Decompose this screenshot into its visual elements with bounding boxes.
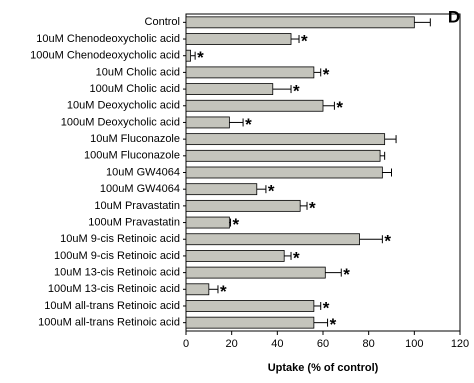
x-tick-label: 60	[317, 338, 329, 350]
bar	[185, 316, 315, 329]
y-tick-label: 100uM 13-cis Retinoic acid	[48, 283, 180, 295]
bar	[185, 233, 360, 246]
significance-mark: *	[323, 298, 330, 317]
significance-mark: *	[220, 282, 227, 301]
bar	[185, 199, 301, 212]
y-tick-label: 100uM Fluconazole	[84, 150, 180, 162]
bar	[185, 49, 191, 62]
y-tick-label: 10uM Pravastatin	[94, 200, 180, 212]
y-tick-label: 100uM Chenodeoxycholic acid	[30, 50, 180, 62]
bar	[185, 16, 415, 29]
bar	[185, 216, 230, 229]
bar	[185, 149, 381, 162]
bar	[185, 283, 210, 296]
y-tick-label: Control	[145, 16, 180, 28]
x-tick-label: 0	[183, 338, 189, 350]
bar	[185, 83, 274, 95]
y-tick-label: 10uM GW4064	[106, 166, 180, 178]
x-tick-label: 20	[226, 338, 238, 350]
y-tick-label: 100uM GW4064	[100, 183, 180, 195]
y-tick-label: 100uM Cholic acid	[90, 83, 181, 95]
bar	[185, 250, 285, 262]
significance-mark: *	[293, 82, 300, 101]
significance-mark: *	[268, 182, 275, 201]
significance-mark: *	[293, 248, 300, 267]
significance-mark: *	[330, 315, 337, 334]
y-tick-label: 10uM 13-cis Retinoic acid	[54, 267, 180, 279]
y-tick-label: 10uM all-trans Retinoic acid	[44, 300, 180, 312]
bar	[185, 166, 383, 179]
x-axis-label: Uptake (% of control)	[268, 362, 379, 374]
bar	[185, 300, 315, 312]
x-tick-label: 100	[405, 338, 423, 350]
y-tick-label: 100uM 9-cis Retinoic acid	[54, 250, 180, 262]
significance-mark: *	[245, 115, 252, 134]
significance-mark: *	[233, 215, 240, 234]
panel-label: D	[448, 7, 460, 26]
bar	[185, 33, 292, 45]
significance-mark: *	[323, 65, 330, 84]
bar	[185, 266, 326, 279]
y-tick-label: 10uM Fluconazole	[90, 133, 180, 145]
y-tick-label: 10uM Deoxycholic acid	[67, 100, 180, 112]
y-tick-label: 10uM 9-cis Retinoic acid	[60, 233, 180, 245]
significance-mark: *	[384, 232, 391, 251]
significance-mark: *	[343, 265, 350, 284]
bar	[185, 99, 324, 112]
x-tick-label: 80	[363, 338, 375, 350]
y-tick-label: 100uM Deoxycholic acid	[61, 116, 180, 128]
significance-mark: *	[197, 48, 204, 67]
bar	[185, 183, 258, 196]
x-tick-label: 120	[451, 338, 469, 350]
bar	[185, 116, 230, 129]
significance-mark: *	[336, 98, 343, 117]
y-tick-label: 10uM Chenodeoxycholic acid	[36, 33, 180, 45]
significance-mark: *	[301, 32, 308, 51]
y-tick-label: 10uM Cholic acid	[96, 66, 180, 78]
bar	[185, 66, 315, 79]
y-tick-label: 100uM Pravastatin	[88, 216, 180, 228]
significance-mark: *	[309, 198, 316, 217]
y-tick-label: 100uM all-trans Retinoic acid	[38, 317, 180, 329]
bar	[185, 133, 386, 146]
x-tick-label: 40	[271, 338, 283, 350]
